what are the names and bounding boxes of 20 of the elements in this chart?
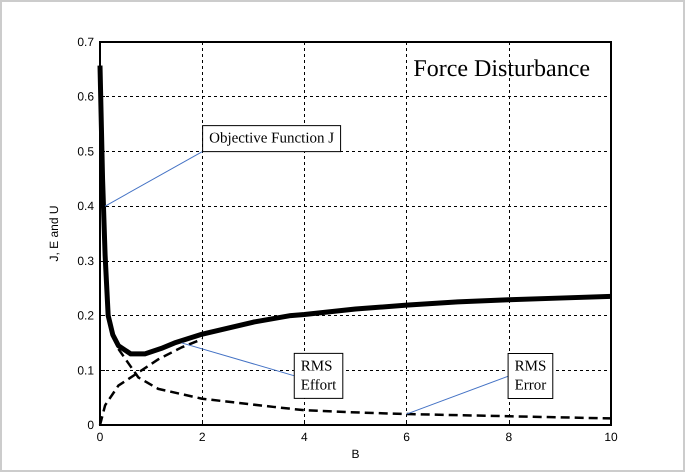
- x-tick-label: 2: [198, 430, 206, 444]
- y-tick-label: 0: [87, 418, 94, 432]
- y-tick-label: 0.7: [77, 35, 94, 49]
- annotation: RMS Effort: [300, 358, 338, 394]
- x-tick-label: 10: [604, 430, 618, 444]
- y-tick-label: 0.3: [77, 254, 94, 268]
- y-tick-label: 0.5: [77, 144, 94, 158]
- x-tick-label: 0: [96, 430, 104, 444]
- x-tick-label: 4: [301, 430, 308, 444]
- x-axis-title: B: [351, 446, 360, 461]
- y-tick-label: 0.4: [77, 199, 94, 214]
- x-tick-label: 6: [403, 430, 410, 444]
- y-tick-label: 0.1: [77, 363, 94, 378]
- y-tick-label: 0.6: [77, 90, 94, 104]
- x-tick-label: 8: [505, 430, 512, 444]
- y-axis-title: J, E and U: [47, 205, 61, 262]
- annotation: Objective Function J: [209, 130, 334, 147]
- annotation: RMS Error: [514, 358, 546, 394]
- y-tick-label: 0.2: [77, 308, 94, 323]
- text: Force Disturbance: [413, 56, 590, 82]
